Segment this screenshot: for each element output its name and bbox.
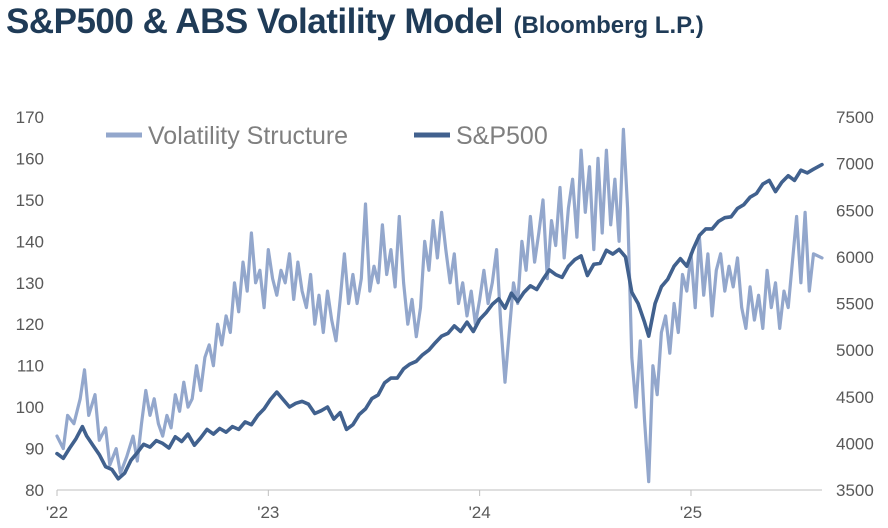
y-right-tick-label: 6500	[836, 201, 874, 220]
series-line-volatility-structure	[55, 127, 824, 484]
y-right-tick-label: 5000	[836, 341, 874, 360]
y-left-tick-label: 80	[25, 481, 44, 500]
y-right-tick-label: 5500	[836, 295, 874, 314]
y-right-tick-label: 4500	[836, 388, 874, 407]
y-left-tick-label: 160	[16, 149, 44, 168]
legend: Volatility Structure S&P500	[106, 122, 548, 150]
x-tick-label: '22	[46, 503, 68, 522]
y-right-tick-label: 6000	[836, 248, 874, 267]
y-left-tick-label: 110	[17, 357, 44, 376]
y-left-tick-label: 90	[25, 440, 44, 459]
chart-title-block: S&P500 & ABS Volatility Model (Bloomberg…	[6, 2, 704, 42]
y-left-tick-label: 130	[16, 274, 44, 293]
series-line-sp500	[55, 162, 824, 481]
y-right-tick-label: 7000	[836, 155, 874, 174]
x-tick-label: '25	[680, 503, 702, 522]
chart-title: S&P500 & ABS Volatility Model	[6, 2, 504, 41]
y-left-tick-label: 100	[16, 398, 44, 417]
y-right-tick-label: 4000	[836, 434, 874, 453]
y-left-tick-label: 170	[16, 108, 44, 127]
chart-subtitle: (Bloomberg L.P.)	[513, 12, 704, 39]
y-right-tick-label: 7500	[836, 108, 874, 127]
axes: 80 90 100 110 120 130 140 150 160 170 3500 4000 4500…	[16, 108, 874, 522]
y-left-tick-label: 140	[16, 232, 44, 251]
legend-label-sp500: S&P500	[456, 122, 548, 150]
x-tick-label: '24	[469, 503, 491, 522]
plot-area	[55, 127, 824, 484]
y-left-tick-label: 120	[16, 315, 44, 334]
y-right-tick-label: 3500	[836, 481, 874, 500]
x-tick-label: '23	[257, 503, 279, 522]
y-left-tick-label: 150	[16, 191, 44, 210]
legend-label-volatility: Volatility Structure	[148, 122, 348, 150]
